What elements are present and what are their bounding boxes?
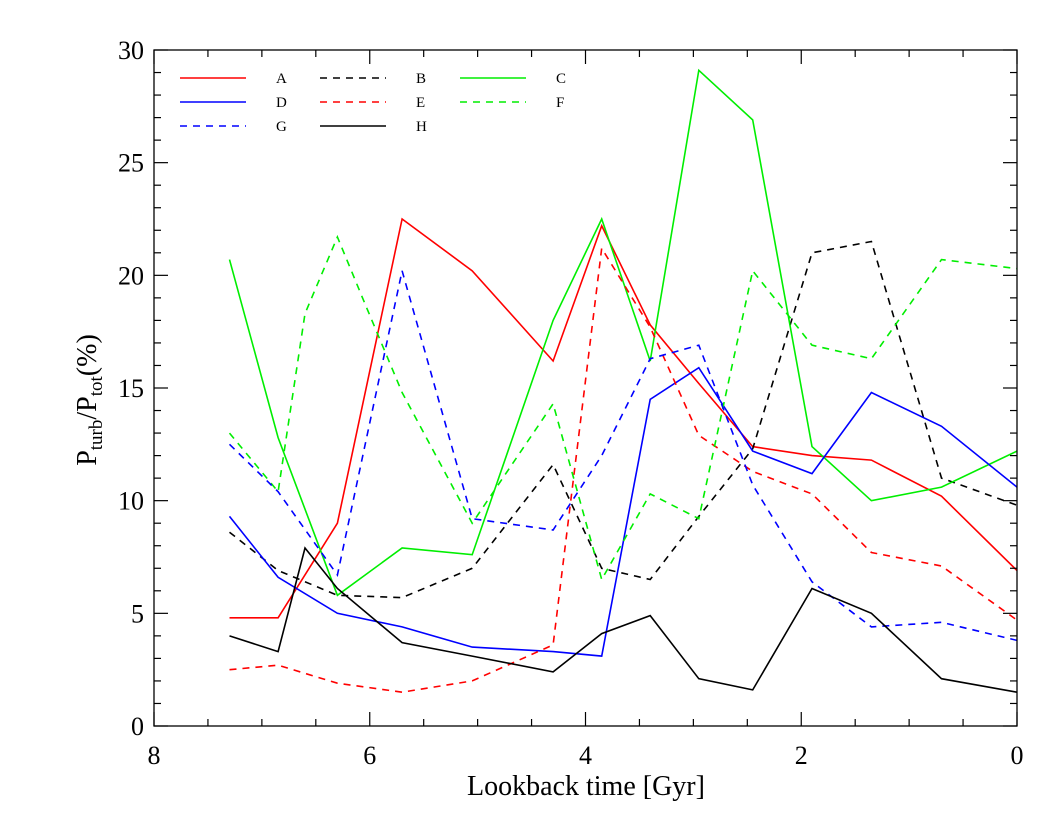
y-axis-title-sub2: tot <box>86 375 107 396</box>
legend-label-a: A <box>276 71 287 87</box>
y-tick-label: 30 <box>118 36 144 65</box>
y-tick-label: 5 <box>131 599 144 628</box>
series-line-h <box>229 546 1018 693</box>
x-tick-label: 8 <box>148 741 161 770</box>
axes-layer <box>153 49 1018 727</box>
series-line-d <box>228 366 1018 657</box>
legend-label-f: F <box>556 95 564 111</box>
y-axis-title-sep: /P <box>72 396 103 419</box>
x-axis-title: Lookback time [Gyr] <box>467 771 705 802</box>
legend-label-g: G <box>276 119 287 135</box>
legend-label-d: D <box>276 95 287 111</box>
legend: A B C D E F G H <box>180 71 566 135</box>
y-tick-label: 10 <box>118 487 144 516</box>
series-layer <box>228 68 1018 694</box>
x-tick-label: 2 <box>795 741 808 770</box>
y-axis-title-sub1: turb <box>86 420 107 451</box>
legend-label-h: H <box>416 119 427 135</box>
y-axis-title-tail: (%) <box>72 334 103 376</box>
plot-frame <box>153 49 1018 727</box>
series-line-b <box>229 240 1018 599</box>
x-tick-label: 6 <box>363 741 376 770</box>
y-axis-title-main: P <box>72 450 103 466</box>
series-line-c <box>228 68 1018 597</box>
legend-label-c: C <box>556 71 566 87</box>
y-tick-label: 0 <box>131 712 144 741</box>
y-axis-title: Pturb/Ptot(%) <box>72 334 107 466</box>
series-line-f <box>228 234 1018 582</box>
legend-label-e: E <box>416 95 425 111</box>
x-tick-label: 0 <box>1011 741 1024 770</box>
y-tick-label: 25 <box>118 149 144 178</box>
series-line-a <box>229 217 1018 619</box>
y-tick-label: 20 <box>118 261 144 290</box>
x-tick-label: 4 <box>579 741 592 770</box>
series-line-e <box>229 245 1018 694</box>
legend-label-b: B <box>416 71 426 87</box>
series-line-g <box>228 270 1018 642</box>
y-tick-label: 15 <box>118 374 144 403</box>
